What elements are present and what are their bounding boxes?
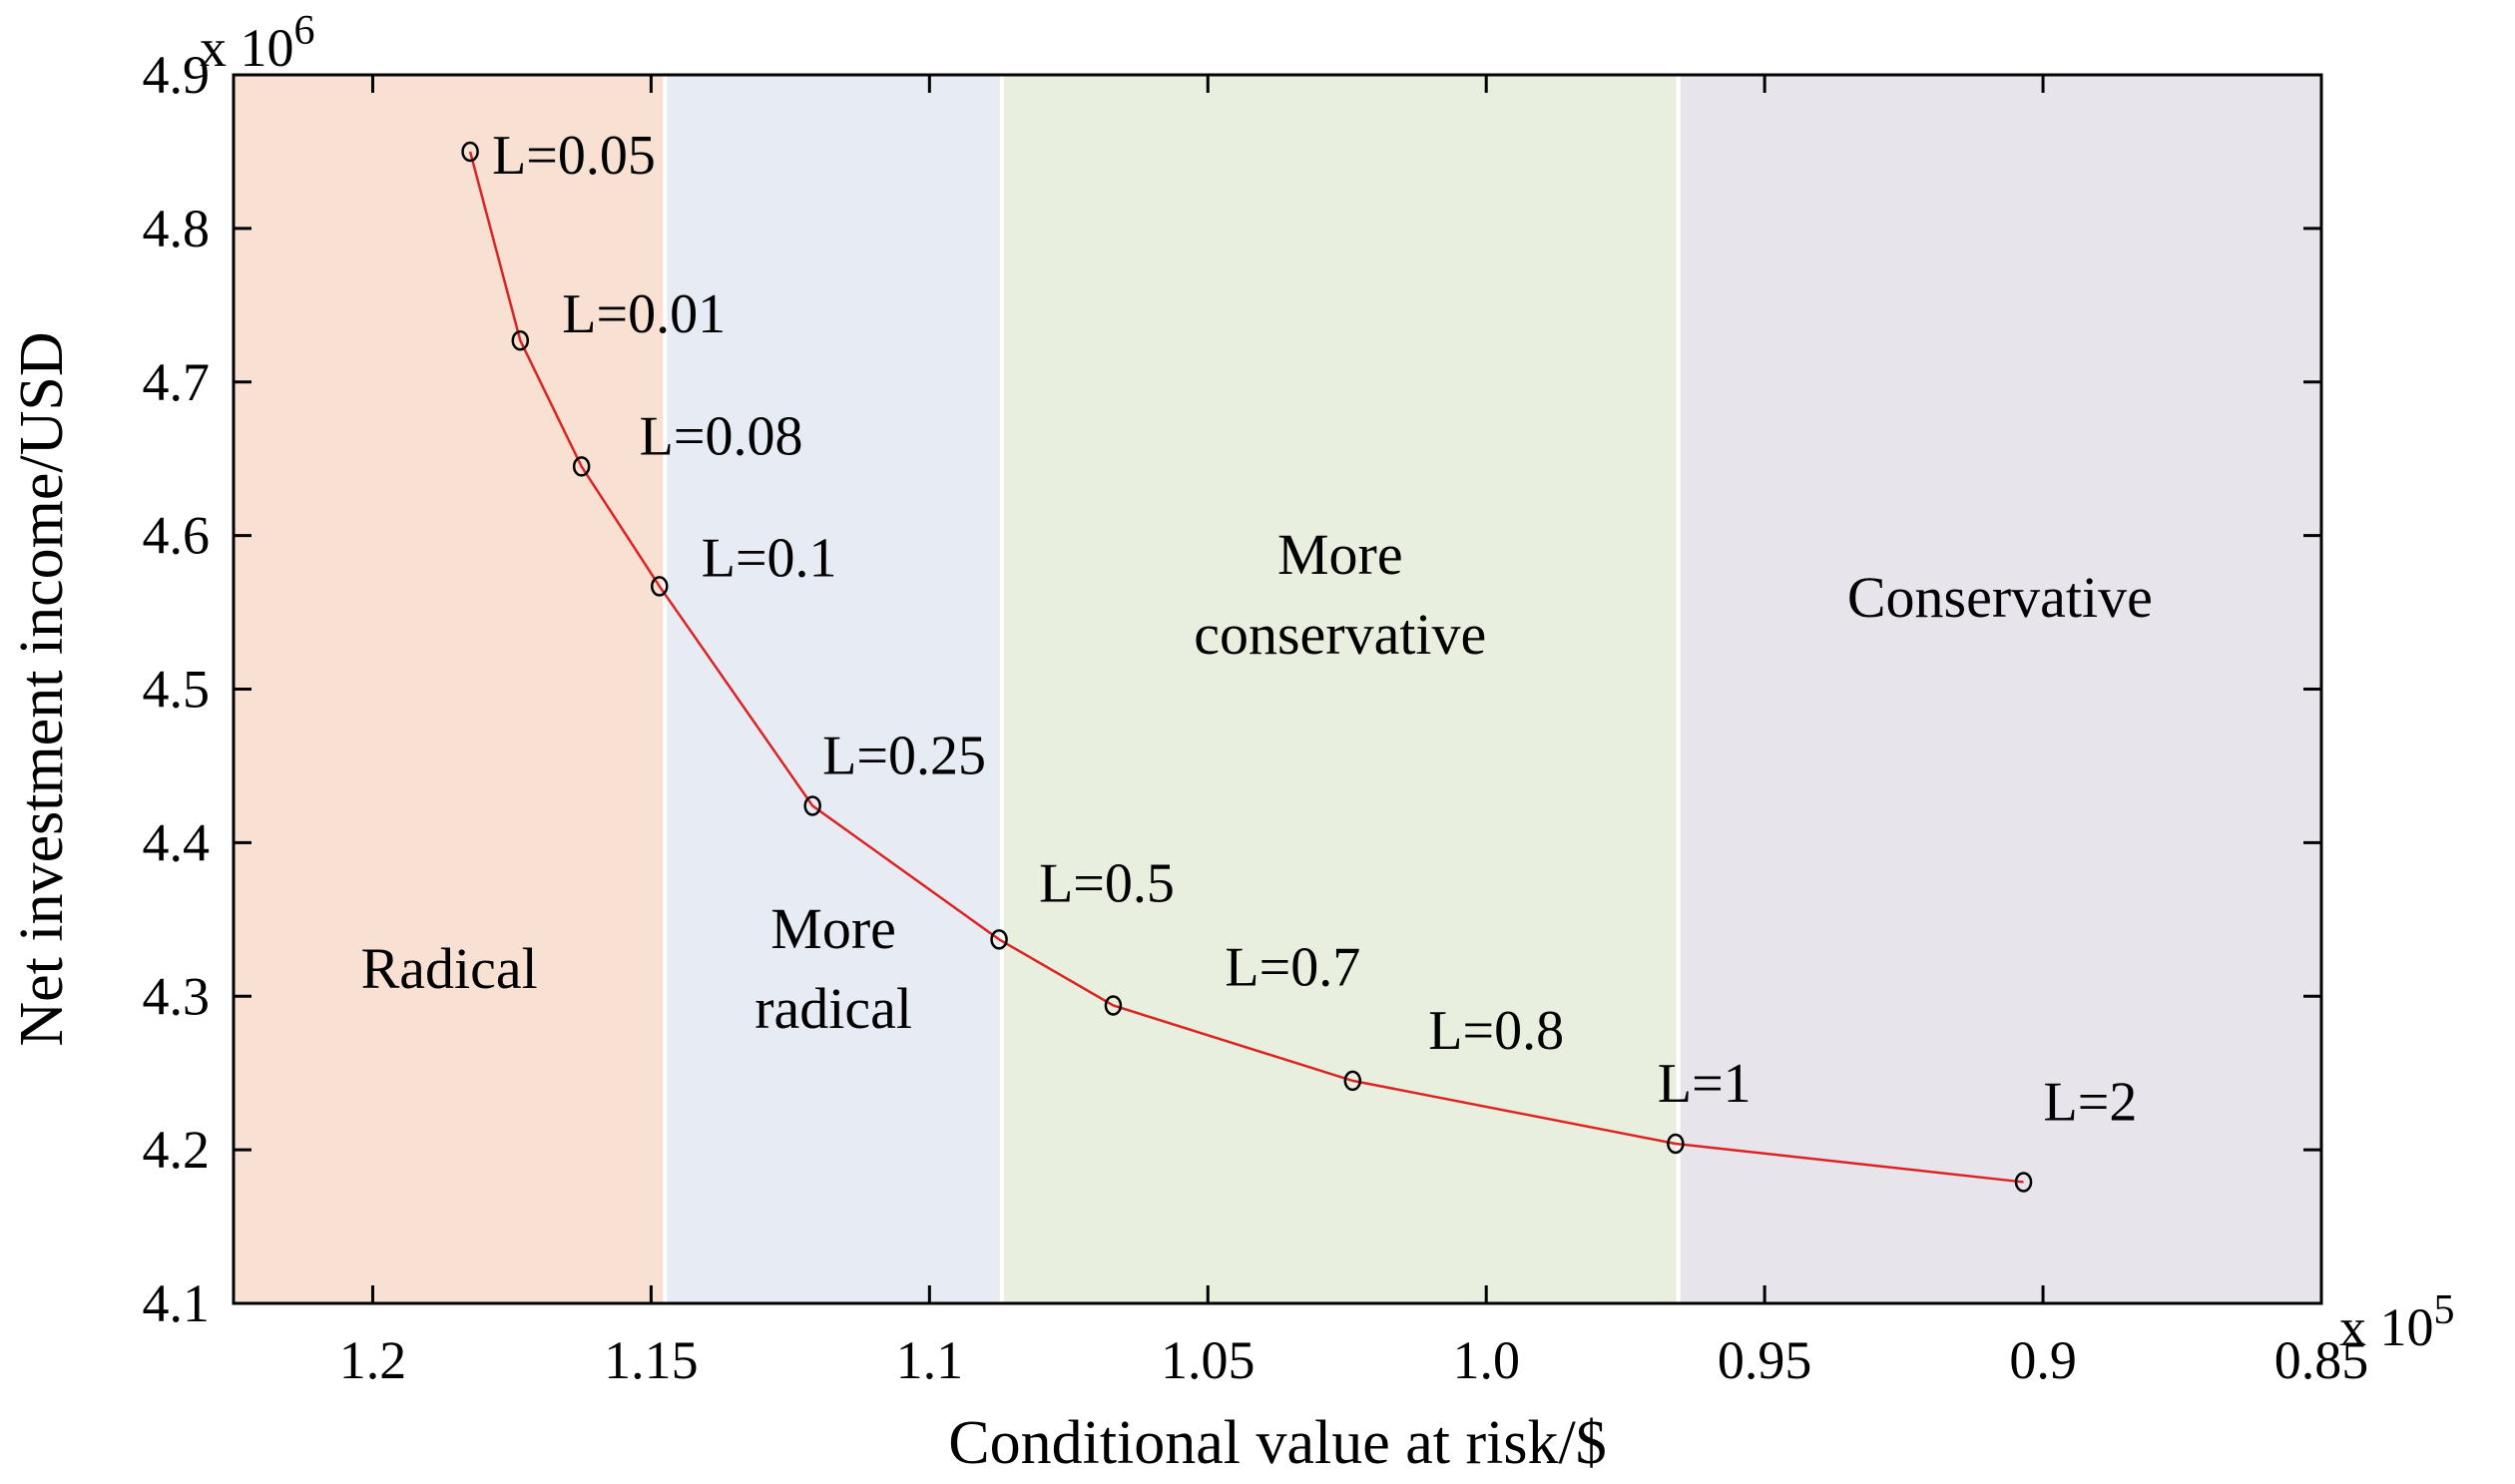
- region-label-more-conservative: conservative: [1194, 602, 1486, 667]
- y-tick-label: 4.2: [143, 1120, 211, 1180]
- series-line: [468, 151, 2024, 1184]
- data-point: [651, 576, 669, 597]
- region-conservative: [1678, 75, 2321, 1303]
- y-tick-label: 4.6: [143, 506, 211, 566]
- y-axis-multiplier: x 106: [200, 8, 315, 78]
- data-point: [2014, 1172, 2033, 1193]
- x-tick-label: 1.15: [604, 1330, 699, 1390]
- region-radical: [234, 75, 666, 1303]
- point-label: L=2: [2044, 1071, 2138, 1133]
- y-tick-label: 4.3: [143, 966, 211, 1026]
- data-point: [511, 329, 530, 351]
- x-tick-label: 0.9: [2009, 1330, 2077, 1390]
- region-more-radical: [665, 75, 1002, 1303]
- line-layer: [468, 151, 2024, 1184]
- data-point: [1667, 1133, 1685, 1155]
- data-point: [1104, 995, 1123, 1016]
- data-point: [572, 456, 591, 477]
- region-label-more-radical: radical: [754, 976, 912, 1041]
- point-label: L=1: [1658, 1053, 1752, 1115]
- points-layer: [461, 141, 2033, 1193]
- y-tick-label: 4.8: [143, 199, 211, 258]
- y-tick-label: 4.9: [143, 45, 211, 105]
- y-tick-label: 4.7: [143, 352, 211, 412]
- data-point: [461, 141, 479, 163]
- region-label-conservative: Conservative: [1847, 565, 2153, 630]
- point-label: L=0.5: [1039, 852, 1175, 914]
- x-tick-label: 0.95: [1718, 1330, 1812, 1390]
- y-axis-ticks: 4.1 4.2 4.3 4.4 4.5 4.6 4.7 4.8 4.9: [143, 45, 2321, 1333]
- data-point: [1343, 1070, 1362, 1092]
- x-axis-multiplier: x 105: [2339, 1287, 2455, 1357]
- region-more-conservative: [1001, 75, 1679, 1303]
- x-multiplier-exponent: 5: [2434, 1287, 2455, 1333]
- point-labels-layer: L=0.05 L=0.01 L=0.08 L=0.1 L=0.25 L=0.5 L=0.7 L…: [492, 125, 2137, 1134]
- y-tick-label: 4.5: [143, 660, 211, 720]
- y-multiplier-exponent: 6: [294, 8, 315, 54]
- point-label: L=0.7: [1225, 936, 1360, 998]
- x-axis-ticks: 1.2 1.15 1.1 1.05 1.0 0.95 0.9 0.85: [339, 75, 2369, 1390]
- x-axis-label: Conditional value at risk/$: [948, 1409, 1607, 1477]
- point-label: L=0.1: [702, 527, 837, 589]
- point-label: L=0.8: [1428, 1000, 1564, 1062]
- x-multiplier-base: x 10: [2339, 1297, 2434, 1357]
- y-axis-label: Net investment income/USD: [8, 331, 76, 1046]
- point-label: L=0.08: [640, 405, 803, 467]
- data-point: [803, 795, 821, 816]
- point-label: L=0.01: [562, 283, 726, 345]
- region-label-more-conservative: More: [1277, 522, 1403, 587]
- region-label-more-radical: More: [770, 896, 896, 961]
- y-tick-label: 4.4: [143, 812, 211, 872]
- regions-layer: [234, 75, 2321, 1303]
- region-label-radical: Radical: [361, 936, 538, 1001]
- x-tick-label: 1.1: [896, 1330, 964, 1390]
- x-tick-label: 0.85: [2274, 1330, 2369, 1390]
- data-point: [990, 929, 1008, 950]
- y-multiplier-base: x 10: [200, 18, 294, 78]
- point-label: L=0.05: [492, 125, 656, 187]
- point-label: L=0.25: [822, 725, 986, 786]
- x-tick-label: 1.05: [1161, 1330, 1256, 1390]
- region-labels-layer: Radical More radical More conservative Conser…: [361, 522, 2153, 1041]
- y-tick-label: 4.1: [143, 1273, 211, 1333]
- x-tick-label: 1.2: [339, 1330, 407, 1390]
- x-tick-label: 1.0: [1452, 1330, 1520, 1390]
